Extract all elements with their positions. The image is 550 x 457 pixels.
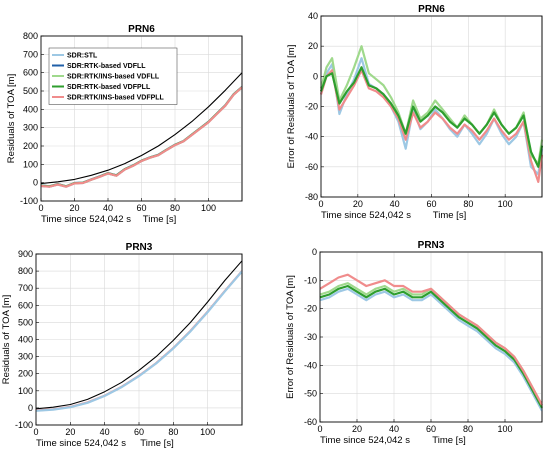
series-line-3 — [319, 273, 543, 406]
x-tick-label: 80 — [463, 424, 473, 434]
legend-entry: SDR:RTK-based VDFLL — [67, 63, 146, 70]
y-tick-label: -80 — [305, 192, 318, 202]
chart-title: PRN3 — [126, 242, 153, 253]
series-line-0 — [319, 287, 543, 412]
legend-box — [48, 47, 178, 105]
y-tick-label: -30 — [304, 332, 317, 342]
y-axis-label: Error of Residuals of TOA [m] — [285, 275, 296, 399]
chart-title: PRN6 — [418, 4, 445, 15]
x-tick-label: 0 — [318, 199, 323, 209]
y-tick-label: 0 — [28, 403, 33, 413]
y-tick-label: 20 — [308, 41, 318, 51]
chart-title: PRN6 — [128, 24, 155, 35]
y-tick-label: 200 — [18, 369, 33, 379]
y-tick-label: -40 — [304, 360, 317, 370]
y-tick-label: 200 — [23, 141, 38, 151]
x-tick-label: 60 — [426, 424, 436, 434]
y-tick-label: 40 — [308, 11, 318, 21]
series-line-5 — [40, 86, 243, 188]
series-line-0 — [35, 260, 243, 410]
y-tick-label: -20 — [305, 102, 318, 112]
x-axis-label-prefix: Time since 524,042 s — [41, 214, 131, 225]
x-axis-label-prefix: Time since 524,042 s — [320, 435, 410, 446]
y-tick-label: -40 — [305, 132, 318, 142]
x-axis-label-prefix: Time since 524,042 s — [321, 210, 411, 221]
x-tick-label: 100 — [201, 203, 216, 213]
x-tick-label: 0 — [33, 427, 38, 437]
series-line-1 — [319, 69, 544, 183]
legend-entry: SDR:RTK/INS-based VDFLL — [67, 74, 160, 81]
chart-panel-1: 0 20 40 60 80 100 -80 -60 -40 -20 0 20 40 PRN6 Time si… — [286, 4, 544, 221]
x-tick-label: 20 — [353, 199, 363, 209]
x-tick-label: 40 — [100, 427, 110, 437]
x-tick-label: 40 — [389, 424, 399, 434]
x-axis-label: Time [s] — [143, 214, 176, 225]
y-tick-label: 800 — [18, 266, 33, 276]
y-tick-label: 400 — [23, 104, 38, 114]
x-tick-label: 40 — [103, 203, 113, 213]
x-tick-label: 100 — [200, 427, 215, 437]
x-axis-label-prefix: Time since 524,042 s — [36, 438, 126, 449]
x-tick-label: 40 — [390, 199, 400, 209]
y-tick-label: 300 — [18, 352, 33, 362]
x-axis-label: Time [s] — [433, 210, 466, 221]
y-tick-label: 700 — [18, 283, 33, 293]
legend-entry: SDR:RTK-based VDFPLL — [67, 84, 151, 91]
x-tick-label: 100 — [497, 424, 512, 434]
chart-panel-2: 0 20 40 60 80 100-100010020030040050060070080… — [1, 242, 243, 449]
y-tick-label: 600 — [18, 300, 33, 310]
y-tick-label: 300 — [23, 123, 38, 133]
y-axis-label: Error of Residuals of TOA [m] — [286, 45, 297, 169]
y-tick-label: 400 — [18, 335, 33, 345]
chart-panel-0: 0 20 40 60 80 100-100010020030040050060070080… — [6, 24, 243, 225]
y-axis-label: Residuals of TOA [m] — [1, 295, 12, 384]
y-tick-label: -100 — [15, 420, 33, 430]
y-tick-label: 700 — [23, 49, 38, 59]
x-tick-label: 60 — [426, 199, 436, 209]
y-tick-label: 800 — [23, 31, 38, 41]
y-tick-label: 100 — [23, 159, 38, 169]
y-tick-label: 100 — [18, 386, 33, 396]
x-tick-label: 0 — [317, 424, 322, 434]
x-tick-label: 20 — [352, 424, 362, 434]
chart-panel-3: 0 20 40 60 80 100 -60 -50 -40 -30 -20 -10 0 PRN3 Time … — [285, 240, 543, 446]
x-tick-label: 20 — [65, 427, 75, 437]
series-line-2 — [35, 270, 243, 412]
legend-entry: SDR:STL — [67, 53, 98, 60]
y-tick-label: 900 — [18, 249, 33, 259]
x-tick-label: 0 — [38, 203, 43, 213]
y-tick-label: -60 — [304, 417, 317, 427]
x-tick-label: 100 — [498, 199, 513, 209]
x-tick-label: 60 — [134, 427, 144, 437]
x-tick-label: 20 — [69, 203, 79, 213]
y-tick-label: 0 — [312, 247, 317, 257]
chart-title: PRN3 — [418, 240, 445, 251]
x-tick-label: 80 — [170, 203, 180, 213]
legend-entry: SDR:RTK/INS-based VDFPLL — [67, 95, 165, 102]
x-axis-label: Time [s] — [432, 435, 465, 446]
x-tick-label: 60 — [136, 203, 146, 213]
y-tick-label: -100 — [20, 196, 38, 206]
y-tick-label: -20 — [304, 304, 317, 314]
y-tick-label: -10 — [304, 275, 317, 285]
y-tick-label: 0 — [33, 178, 38, 188]
y-tick-label: 0 — [313, 71, 318, 81]
y-axis-label: Residuals of TOA [m] — [6, 74, 17, 163]
series-line-3 — [319, 66, 544, 168]
y-tick-label: -50 — [304, 389, 317, 399]
x-axis-label: Time [s] — [140, 438, 173, 449]
x-tick-label: 80 — [463, 199, 473, 209]
series-line-2 — [319, 284, 543, 409]
x-tick-label: 80 — [168, 427, 178, 437]
y-tick-label: 500 — [23, 86, 38, 96]
y-tick-label: 500 — [18, 317, 33, 327]
y-tick-label: 600 — [23, 68, 38, 78]
series-line-0 — [40, 72, 243, 185]
y-tick-label: -60 — [305, 162, 318, 172]
